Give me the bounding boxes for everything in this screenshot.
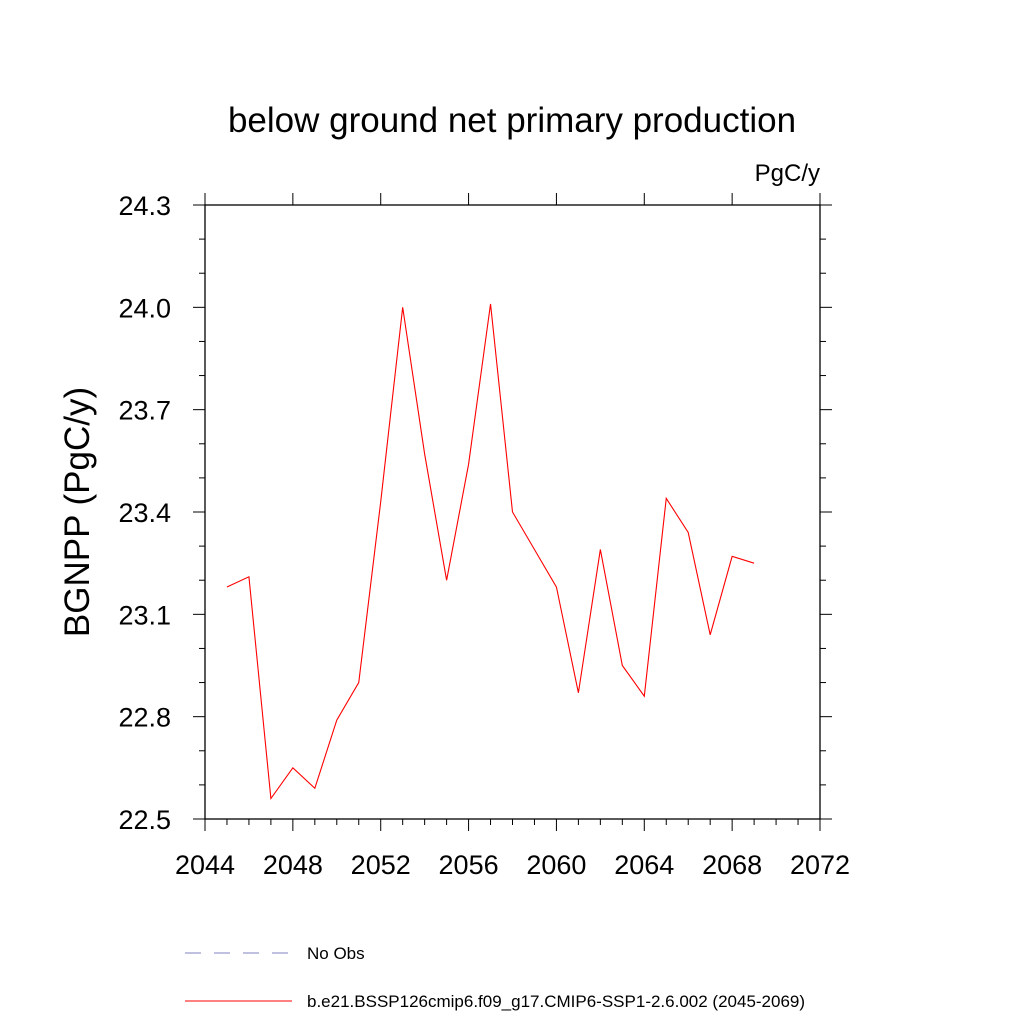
x-tick-label: 2072 [790, 850, 850, 880]
series-lines [226, 303, 755, 801]
y-tick-label: 23.4 [118, 498, 171, 528]
chart-title: below ground net primary production [228, 101, 796, 140]
units-label: PgC/y [755, 160, 820, 187]
x-tick-label: 2048 [263, 850, 323, 880]
y-axis-label: BGNPP (PgC/y) [58, 387, 97, 637]
x-tick-labels: 2044 2048 2052 2056 2060 2064 2068 2072 [175, 850, 850, 880]
plot-frame [204, 204, 821, 820]
x-tick-label: 2052 [351, 850, 411, 880]
legend-label-no-obs: No Obs [307, 944, 365, 963]
series-line-1 [226, 303, 755, 801]
x-tick-label: 2060 [526, 850, 586, 880]
y-tick-label: 23.7 [118, 396, 171, 426]
y-tick-label: 24.0 [118, 293, 171, 323]
x-tick-label: 2064 [614, 850, 674, 880]
axis-ticks [193, 193, 832, 831]
y-tick-label: 23.1 [118, 600, 171, 630]
legend-label-model-run: b.e21.BSSP126cmip6.f09_g17.CMIP6-SSP1-2.… [307, 992, 805, 1011]
legend: No Obs b.e21.BSSP126cmip6.f09_g17.CMIP6-… [185, 944, 805, 1011]
y-tick-label: 22.5 [118, 805, 171, 835]
x-tick-label: 2068 [702, 850, 762, 880]
x-tick-label: 2056 [439, 850, 499, 880]
x-tick-label: 2044 [175, 850, 235, 880]
y-tick-labels: 22.5 22.8 23.1 23.4 23.7 24.0 24.3 [118, 191, 171, 835]
y-tick-label: 24.3 [118, 191, 171, 221]
y-tick-label: 22.8 [118, 703, 171, 733]
